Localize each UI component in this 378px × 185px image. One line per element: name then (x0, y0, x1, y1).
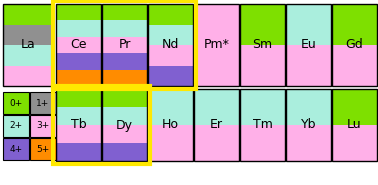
Bar (3, 138, 29, 160)
Text: Pm*: Pm* (204, 38, 229, 51)
Bar (56, 143, 101, 161)
Bar (102, 37, 147, 53)
Bar (148, 45, 193, 65)
Text: 0+: 0+ (9, 98, 23, 107)
Text: La: La (21, 38, 36, 51)
Bar (56, 53, 101, 70)
Text: Dy: Dy (116, 119, 133, 132)
Bar (102, 89, 147, 161)
Bar (30, 92, 56, 114)
Bar (148, 125, 193, 161)
Bar (3, 24, 53, 45)
Bar (240, 125, 285, 161)
Text: Nd: Nd (162, 38, 179, 51)
Bar (240, 4, 285, 86)
Bar (102, 89, 147, 107)
Bar (102, 143, 147, 161)
Bar (332, 45, 377, 86)
Bar (148, 89, 193, 161)
Bar (102, 20, 147, 37)
Bar (102, 4, 147, 20)
Text: Sm: Sm (253, 38, 273, 51)
Bar (56, 107, 101, 125)
Bar (3, 45, 53, 65)
Bar (148, 65, 193, 86)
Text: 3+: 3+ (36, 122, 50, 130)
Bar (286, 89, 331, 161)
Bar (332, 125, 377, 161)
Text: Yb: Yb (301, 119, 316, 132)
Text: Eu: Eu (301, 38, 316, 51)
Bar (3, 4, 53, 86)
Bar (102, 70, 147, 86)
Bar (30, 138, 56, 160)
Text: Tm: Tm (253, 119, 273, 132)
Bar (3, 115, 29, 137)
Text: 5+: 5+ (36, 144, 50, 154)
Text: 4+: 4+ (9, 144, 23, 154)
Text: Tb: Tb (71, 119, 86, 132)
Bar (286, 4, 331, 86)
Text: Ho: Ho (162, 119, 179, 132)
Bar (56, 89, 101, 107)
Bar (102, 4, 147, 86)
Text: 1+: 1+ (36, 98, 50, 107)
Bar (148, 4, 193, 86)
Bar (148, 24, 193, 45)
Bar (240, 89, 285, 125)
Bar (332, 4, 377, 45)
Bar (30, 115, 56, 137)
Bar (194, 125, 239, 161)
Text: Er: Er (210, 119, 223, 132)
Bar (286, 89, 331, 125)
Bar (332, 4, 377, 86)
Bar (56, 37, 101, 53)
Bar (102, 53, 147, 70)
Bar (332, 89, 377, 161)
Bar (56, 70, 101, 86)
Bar (3, 65, 53, 86)
Bar (194, 89, 239, 161)
Bar (286, 4, 331, 45)
Bar (240, 4, 285, 45)
Bar (240, 45, 285, 86)
Bar (3, 4, 53, 24)
Bar (53, 86, 150, 164)
Bar (56, 125, 101, 143)
Bar (332, 89, 377, 125)
Text: 2+: 2+ (9, 122, 23, 130)
Text: Gd: Gd (345, 38, 363, 51)
Bar (56, 20, 101, 37)
Bar (53, 1, 196, 89)
Text: Pr: Pr (118, 38, 131, 51)
Bar (286, 125, 331, 161)
Bar (286, 45, 331, 86)
Bar (102, 125, 147, 143)
Bar (56, 89, 101, 161)
Text: Lu: Lu (347, 119, 362, 132)
Bar (240, 89, 285, 161)
Bar (56, 4, 101, 86)
Bar (194, 4, 239, 86)
Text: Ce: Ce (70, 38, 87, 51)
Bar (194, 89, 239, 125)
Bar (148, 4, 193, 24)
Bar (56, 4, 101, 20)
Bar (3, 92, 29, 114)
Bar (102, 107, 147, 125)
Bar (148, 89, 193, 125)
Bar (194, 4, 239, 86)
